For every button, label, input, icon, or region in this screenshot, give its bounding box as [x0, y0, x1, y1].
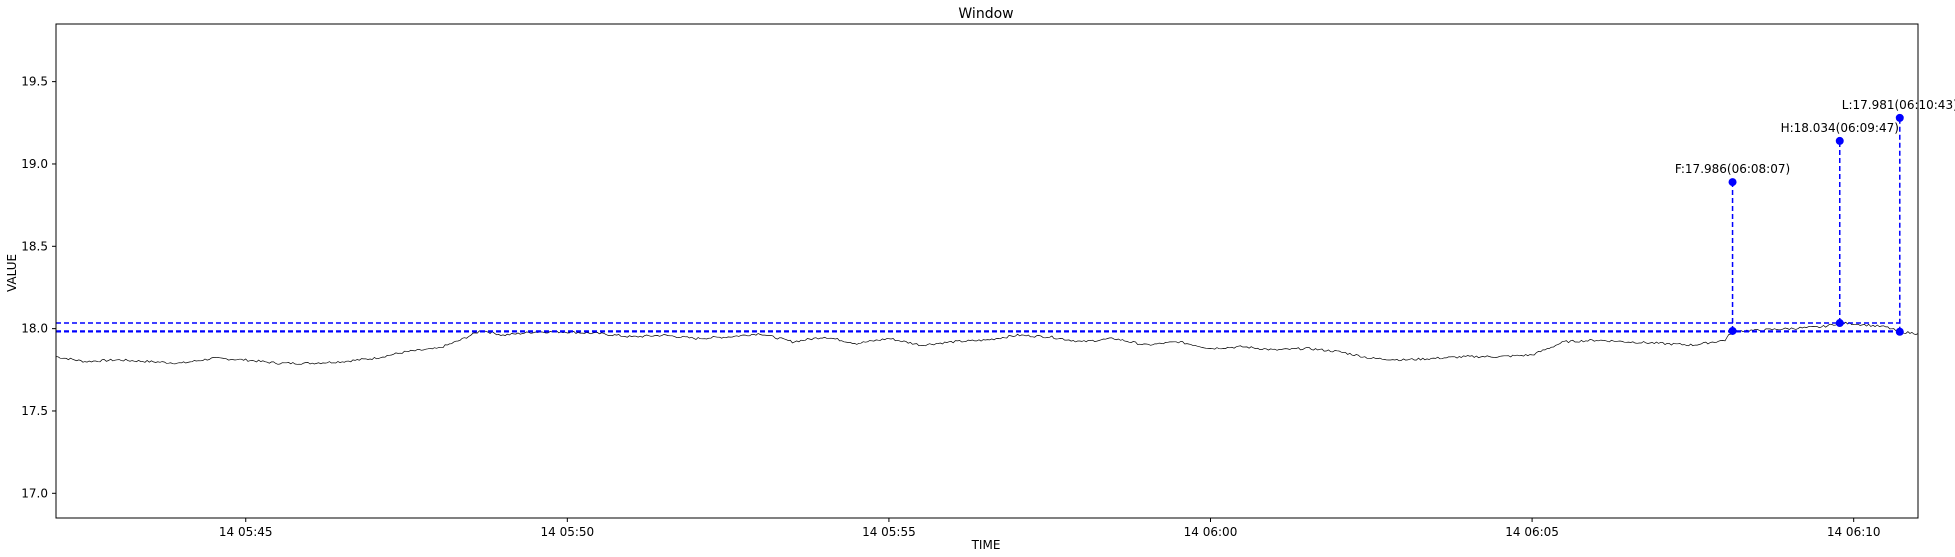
y-tick-label: 19.0	[21, 157, 48, 171]
annotation-label: H:18.034(06:09:47)	[1781, 121, 1899, 135]
annotation-marker	[1835, 136, 1844, 145]
y-axis-label: VALUE	[5, 254, 19, 292]
x-tick-label: 14 06:05	[1505, 525, 1559, 539]
y-tick-label: 17.0	[21, 486, 48, 500]
x-tick-label: 14 06:10	[1827, 525, 1881, 539]
x-axis-label: TIME	[971, 538, 1001, 552]
plot-area: 17.0 17.5 18.0 18.5 19.0 19.5 14 05:45 14 05:50…	[21, 23, 1955, 539]
y-tick-label: 19.5	[21, 75, 48, 89]
level-marker	[1895, 327, 1904, 336]
x-tick-label: 14 05:55	[862, 525, 916, 539]
annotation-label: F:17.986(06:08:07)	[1675, 162, 1790, 176]
x-tick-label: 14 06:00	[1184, 525, 1238, 539]
annotation-marker	[1895, 113, 1904, 122]
y-tick-label: 18.0	[21, 322, 48, 336]
annotation-label: L:17.981(06:10:43)	[1842, 98, 1955, 112]
x-tick-label: 14 05:50	[540, 525, 594, 539]
level-marker	[1728, 326, 1737, 335]
chart-title: Window	[958, 6, 1013, 22]
level-marker	[1835, 319, 1844, 328]
series-line	[55, 321, 1919, 365]
y-tick-label: 18.5	[21, 239, 48, 253]
plot-frame	[55, 23, 1919, 519]
x-tick-label: 14 05:45	[219, 525, 273, 539]
annotation-marker	[1728, 178, 1737, 187]
y-tick-label: 17.5	[21, 404, 48, 418]
